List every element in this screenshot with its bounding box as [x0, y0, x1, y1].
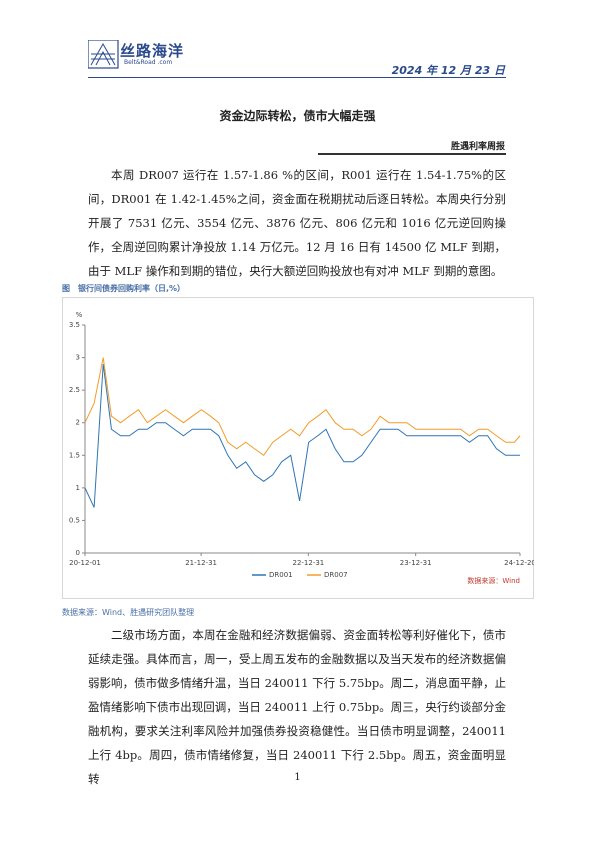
x-tick-label: 22-12-31	[292, 559, 324, 567]
x-tick-label: 20-12-01	[69, 559, 101, 567]
paragraph: 二级市场方面，本周在金融和经济数据偏弱、资金面转松等利好催化下，债市延续走强。具…	[88, 628, 506, 786]
x-tick-label: 24-12-20	[504, 559, 534, 567]
title: 资金边际转松，债市大幅走强	[219, 109, 376, 123]
y-tick-label: 0.5	[69, 516, 80, 524]
y-tick-label: 3.5	[69, 321, 80, 329]
x-tick-label: 23-12-31	[400, 559, 432, 567]
y-tick-label: 1.5	[69, 451, 80, 459]
series-line	[84, 364, 520, 508]
chart-frame	[62, 297, 534, 599]
page-number: 1	[294, 772, 301, 783]
y-tick-label: 0	[76, 549, 80, 557]
figure-caption: 图 银行间债券回购利率（日,%）	[62, 284, 186, 293]
legend-label: DR007	[324, 571, 348, 579]
y-axis-unit: %	[76, 311, 83, 319]
chart-annotation: 数据来源：Wind	[467, 576, 520, 585]
subtitle-rule	[318, 153, 506, 155]
logo-mark	[88, 40, 119, 69]
logo-name: 丝路海洋	[120, 42, 185, 60]
legend-label: DR001	[269, 571, 293, 579]
header-rule	[88, 77, 506, 78]
figure-source: 数据来源：Wind、胜遇研究团队整理	[62, 608, 195, 617]
subtitle: 胜遇利率周报	[450, 142, 505, 152]
y-tick-label: 1	[76, 484, 80, 492]
y-tick-label: 2.5	[69, 386, 80, 394]
paragraph: 本周 DR007 运行在 1.57-1.86 %的区间，R001 运行在 1.5…	[88, 168, 506, 278]
series-line	[84, 357, 521, 456]
y-tick-label: 3	[76, 354, 80, 362]
y-tick-label: 2	[76, 419, 80, 427]
chart: % 0 0.5 1 1.5 2 2.5 3 3.5 20-12-01 21-12-31 22-12-3…	[62, 297, 534, 599]
x-tick-label: 21-12-31	[185, 559, 217, 567]
report-date: 2024 年 12 月 23 日	[391, 64, 505, 77]
logo-sub: Belt&Road .com	[124, 59, 173, 66]
